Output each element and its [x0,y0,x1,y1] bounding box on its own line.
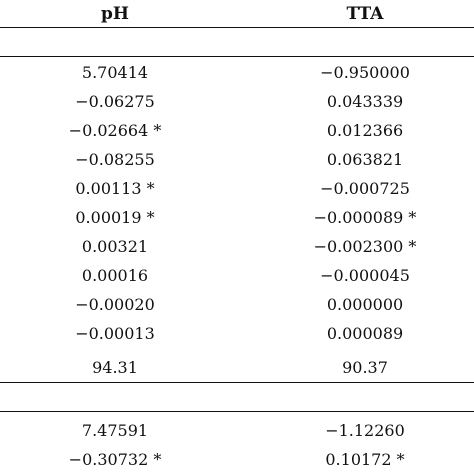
section2-top-rule [0,411,474,412]
table-row: 94.31 90.37 [0,354,474,382]
table-row: 0.00016 −0.000045 [0,262,474,290]
table-row: −0.00020 0.000000 [0,291,474,319]
tta-value: 90.37 [342,358,388,377]
tta-value: 0.012366 [326,121,404,140]
ph-value: −0.30732 * [68,450,162,469]
table-row: 0.00019 * −0.000089 * [0,204,474,232]
tta-value: −0.950000 [320,63,410,82]
ph-value: 5.70414 [81,63,149,82]
table-row: −0.08255 0.063821 [0,146,474,174]
section1-top-rule [0,56,474,57]
tta-value: −1.12260 [325,421,405,440]
table-row: 7.47591 −1.12260 [0,417,474,445]
tta-value: −0.000089 * [313,208,417,227]
tta-value: 0.10172 * [325,450,405,469]
section1-bottom-rule [0,382,474,383]
ph-value: −0.02664 * [68,121,162,140]
ph-value: −0.00020 [75,295,155,314]
tta-value: 0.000000 [326,295,404,314]
header-rule [0,27,474,28]
ph-value: −0.08255 [75,150,155,169]
ph-value: 0.00113 * [75,179,155,198]
ph-value: −0.00013 [75,324,155,343]
ph-value: 7.47591 [81,421,149,440]
table-row: 5.70414 −0.950000 [0,59,474,87]
table-header-row: pH TTA [0,0,474,28]
ph-value: 0.00321 [81,237,149,256]
tta-value: −0.000045 [320,266,410,285]
table-row: −0.30732 * 0.10172 * [0,446,474,474]
tta-value: 0.043339 [326,92,404,111]
table-row: −0.00013 0.000089 [0,320,474,348]
tta-value: 0.063821 [326,150,404,169]
table-row: 0.00113 * −0.000725 [0,175,474,203]
table-row: −0.02664 * 0.012366 [0,117,474,145]
table-row: −0.06275 0.043339 [0,88,474,116]
header-ph: pH [101,4,129,24]
header-tta: TTA [346,4,384,24]
ph-value: 0.00019 * [75,208,155,227]
ph-value: −0.06275 [75,92,155,111]
ph-value: 94.31 [92,358,138,377]
tta-value: −0.000725 [320,179,410,198]
table-row: 0.00321 −0.002300 * [0,233,474,261]
tta-value: −0.002300 * [313,237,417,256]
tta-value: 0.000089 [326,324,404,343]
ph-value: 0.00016 [81,266,149,285]
